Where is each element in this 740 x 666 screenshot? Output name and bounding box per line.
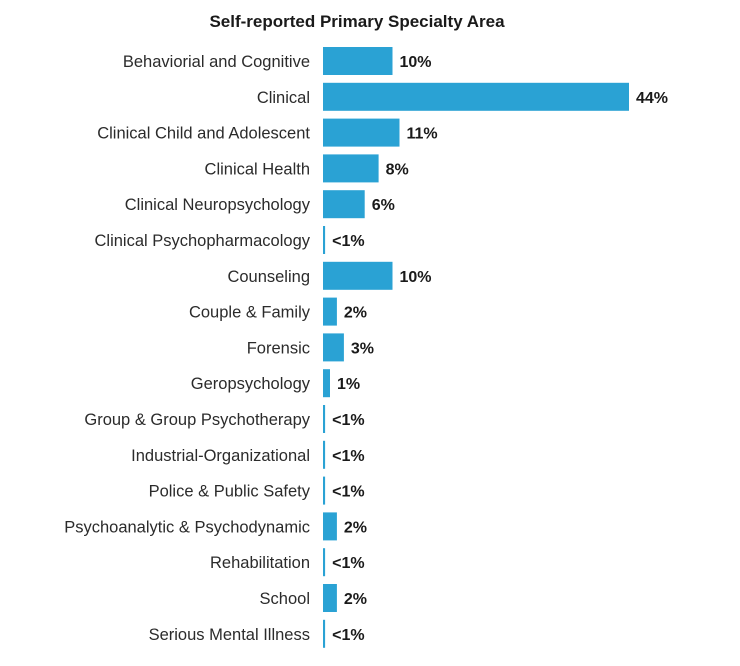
category-label: Industrial-Organizational bbox=[131, 447, 310, 465]
category-label: Clinical Health bbox=[205, 160, 310, 178]
value-label: <1% bbox=[332, 627, 364, 644]
category-label: Rehabilitation bbox=[210, 554, 310, 572]
category-label: Forensic bbox=[247, 339, 310, 357]
value-label: <1% bbox=[332, 555, 364, 572]
bar bbox=[323, 548, 326, 577]
bar bbox=[323, 226, 326, 254]
value-label: <1% bbox=[332, 233, 364, 250]
category-label: School bbox=[260, 590, 310, 608]
category-label: Police & Public Safety bbox=[149, 483, 311, 501]
category-label: Clinical Psychopharmacology bbox=[94, 232, 310, 250]
bars-layer: Behaviorial and Cognitive 10% Clinical 44% C… bbox=[64, 47, 668, 648]
bar bbox=[323, 47, 393, 75]
value-label: 10% bbox=[400, 269, 432, 286]
value-label: 2% bbox=[344, 519, 367, 536]
bar bbox=[323, 440, 326, 469]
value-label: 11% bbox=[407, 126, 438, 143]
value-label: 3% bbox=[351, 340, 374, 357]
value-label: 10% bbox=[400, 54, 432, 71]
value-label: <1% bbox=[332, 412, 364, 429]
bar bbox=[323, 476, 326, 505]
bar bbox=[323, 369, 330, 398]
bar bbox=[323, 512, 337, 541]
category-label: Serious Mental Illness bbox=[149, 626, 310, 644]
bar bbox=[323, 261, 393, 290]
bar bbox=[323, 405, 326, 433]
chart-title: Self-reported Primary Specialty Area bbox=[209, 12, 505, 31]
value-label: <1% bbox=[332, 448, 364, 465]
category-label: Clinical Neuropsychology bbox=[125, 196, 311, 214]
category-label: Couple & Family bbox=[189, 304, 311, 322]
value-label: <1% bbox=[332, 484, 364, 501]
bar bbox=[323, 82, 629, 111]
category-label: Clinical Child and Adolescent bbox=[97, 125, 310, 143]
value-label: 8% bbox=[386, 161, 409, 178]
category-label: Group & Group Psychotherapy bbox=[84, 411, 310, 429]
bar bbox=[323, 118, 400, 147]
bar bbox=[323, 333, 344, 362]
bar bbox=[323, 619, 326, 648]
category-label: Clinical bbox=[257, 89, 310, 107]
value-label: 6% bbox=[372, 197, 395, 214]
value-label: 2% bbox=[344, 591, 367, 608]
value-label: 44% bbox=[636, 90, 668, 107]
category-label: Geropsychology bbox=[191, 375, 311, 393]
category-label: Behaviorial and Cognitive bbox=[123, 53, 310, 71]
bar bbox=[323, 297, 337, 326]
bar bbox=[323, 190, 365, 219]
category-label: Counseling bbox=[227, 268, 310, 286]
value-label: 1% bbox=[337, 376, 360, 393]
category-label: Psychoanalytic & Psychodynamic bbox=[64, 518, 310, 536]
bar bbox=[323, 154, 379, 183]
value-label: 2% bbox=[344, 305, 367, 322]
bar bbox=[323, 584, 337, 612]
